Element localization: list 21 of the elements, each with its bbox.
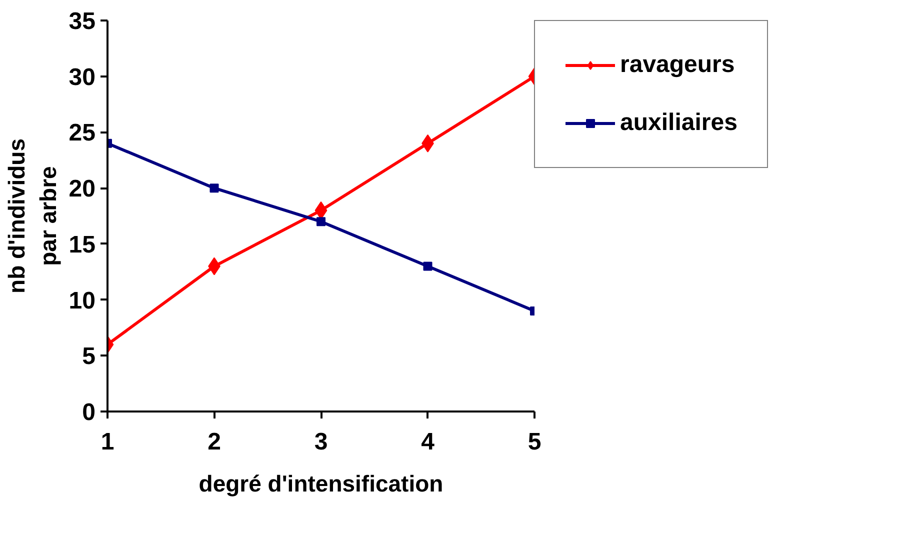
- y-tick-label: 20: [68, 176, 96, 203]
- y-tick-label: 30: [68, 64, 96, 91]
- x-tick-label: 3: [314, 428, 328, 456]
- y-tick-label: 35: [68, 8, 96, 35]
- y-tick-label: 15: [68, 231, 96, 258]
- y-tick-label: 5: [82, 343, 96, 370]
- x-axis-title: degré d'intensification: [198, 470, 444, 496]
- y-tick-label: 0: [82, 399, 96, 426]
- x-tick-label: 4: [421, 428, 436, 456]
- y-axis-title: nb d'individus par arbre: [4, 138, 61, 294]
- x-tick-label: 2: [208, 428, 221, 456]
- point: [316, 217, 326, 226]
- y-tick-label: 10: [68, 287, 96, 314]
- point: [210, 184, 219, 193]
- legend-label: ravageurs: [620, 51, 735, 79]
- legend-label: auxiliaires: [620, 109, 738, 137]
- x-tick-label: 5: [528, 428, 542, 456]
- y-tick-label: 25: [68, 120, 96, 147]
- x-tick-label: 1: [100, 428, 114, 456]
- point: [314, 201, 328, 220]
- point: [423, 262, 432, 271]
